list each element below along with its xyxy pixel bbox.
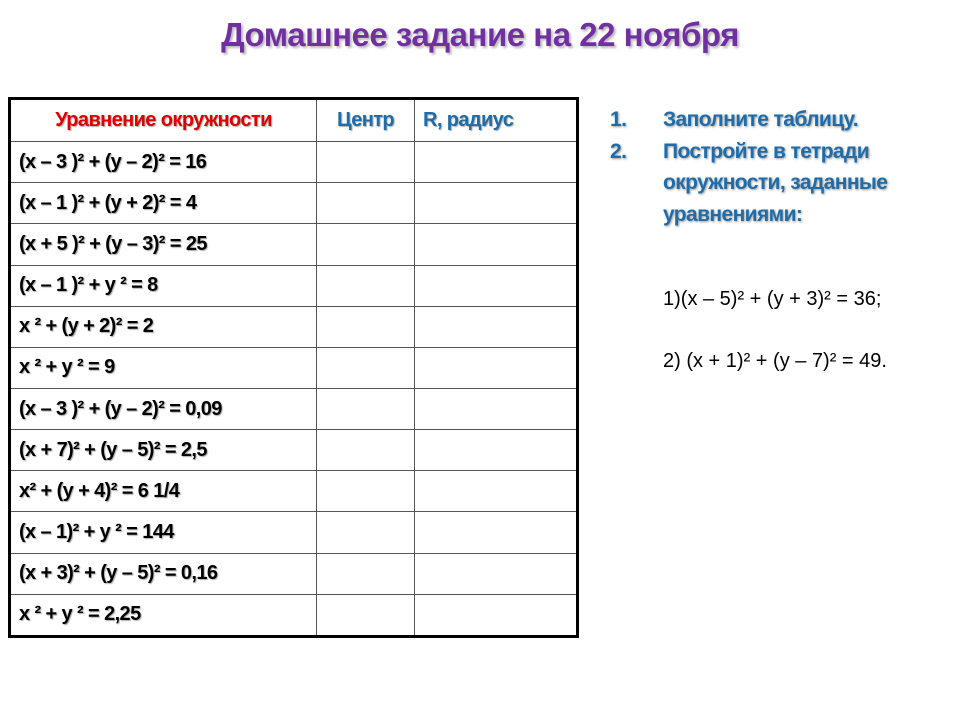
table-header-row: Уравнение окружности Центр R, радиус	[9, 97, 578, 143]
task-list: 1. Заполните таблицу. 2. Постройте в тет…	[610, 104, 950, 230]
task-text: Постройте в тетради окружности, заданные…	[663, 139, 888, 226]
equation-cell: (x + 5 )² + (y – 3)² = 25	[9, 223, 317, 266]
radius-cell[interactable]	[414, 387, 578, 431]
task-item: 2. Постройте в тетради окружности, задан…	[610, 136, 950, 231]
table-row: (x – 1 )² + y ² = 8	[9, 264, 578, 307]
center-cell[interactable]	[316, 387, 415, 431]
table-row: (x + 3)² + (y – 5)² = 0,16	[9, 552, 578, 595]
page-title: Домашнее задание на 22 ноября	[221, 16, 739, 53]
radius-cell[interactable]	[414, 593, 578, 638]
equation-cell: (x – 1 )² + y ² = 8	[9, 264, 317, 307]
table-row: x ² + (y + 2)² = 2	[9, 305, 578, 348]
radius-cell[interactable]	[414, 182, 578, 225]
equation-cell: x ² + y ² = 9	[9, 346, 317, 390]
center-cell[interactable]	[316, 182, 415, 225]
table-row: x ² + y ² = 9	[9, 346, 578, 390]
radius-cell[interactable]	[414, 346, 578, 390]
header-radius: R, радиус	[414, 97, 578, 143]
task-item: 1. Заполните таблицу.	[610, 104, 950, 136]
task-number: 1.	[610, 108, 627, 131]
table-row: (x – 3 )² + (y – 2)² = 16	[9, 141, 578, 184]
task-text: Заполните таблицу.	[663, 108, 859, 131]
table-row: x² + (y + 4)² = 6 1/4	[9, 470, 578, 513]
radius-cell[interactable]	[414, 429, 578, 472]
radius-cell[interactable]	[414, 223, 578, 266]
equation-cell: (x – 1 )² + (y + 2)² = 4	[9, 182, 317, 225]
equation-1: 1)(x – 5)² + (y + 3)² = 36;	[663, 288, 882, 310]
radius-cell[interactable]	[414, 305, 578, 348]
table-row: (x – 1)² + y ² = 144	[9, 511, 578, 554]
equation-cell: (x – 3 )² + (y – 2)² = 16	[9, 141, 317, 184]
radius-cell[interactable]	[414, 552, 578, 595]
center-cell[interactable]	[316, 346, 415, 390]
radius-cell[interactable]	[414, 470, 578, 513]
equation-cell: (x + 3)² + (y – 5)² = 0,16	[9, 552, 317, 595]
radius-cell[interactable]	[414, 141, 578, 184]
center-cell[interactable]	[316, 264, 415, 307]
center-cell[interactable]	[316, 141, 415, 184]
center-cell[interactable]	[316, 511, 415, 554]
center-cell[interactable]	[316, 593, 415, 638]
equation-cell: (x + 7)² + (y – 5)² = 2,5	[9, 429, 317, 472]
center-cell[interactable]	[316, 552, 415, 595]
center-cell[interactable]	[316, 470, 415, 513]
equation-2: 2) (x + 1)² + (y – 7)² = 49.	[663, 350, 887, 372]
center-cell[interactable]	[316, 429, 415, 472]
center-cell[interactable]	[316, 223, 415, 266]
table-row: (x + 7)² + (y – 5)² = 2,5	[9, 429, 578, 472]
radius-cell[interactable]	[414, 264, 578, 307]
table-row: (x – 3 )² + (y – 2)² = 0,09	[9, 387, 578, 431]
table-row: x ² + y ² = 2,25	[9, 593, 578, 638]
header-equation: Уравнение окружности	[9, 97, 317, 143]
table-row: (x – 1 )² + (y + 2)² = 4	[9, 182, 578, 225]
header-center: Центр	[316, 97, 415, 143]
circle-equations-table: Уравнение окружности Центр R, радиус (x …	[8, 97, 579, 638]
equation-cell: x ² + y ² = 2,25	[9, 593, 317, 638]
equation-cell: x ² + (y + 2)² = 2	[9, 305, 317, 348]
center-cell[interactable]	[316, 305, 415, 348]
equation-cell: x² + (y + 4)² = 6 1/4	[9, 470, 317, 513]
task-number: 2.	[610, 139, 627, 163]
table-row: (x + 5 )² + (y – 3)² = 25	[9, 223, 578, 266]
equation-cell: (x – 3 )² + (y – 2)² = 0,09	[9, 387, 317, 431]
radius-cell[interactable]	[414, 511, 578, 554]
equation-cell: (x – 1)² + y ² = 144	[9, 511, 317, 554]
